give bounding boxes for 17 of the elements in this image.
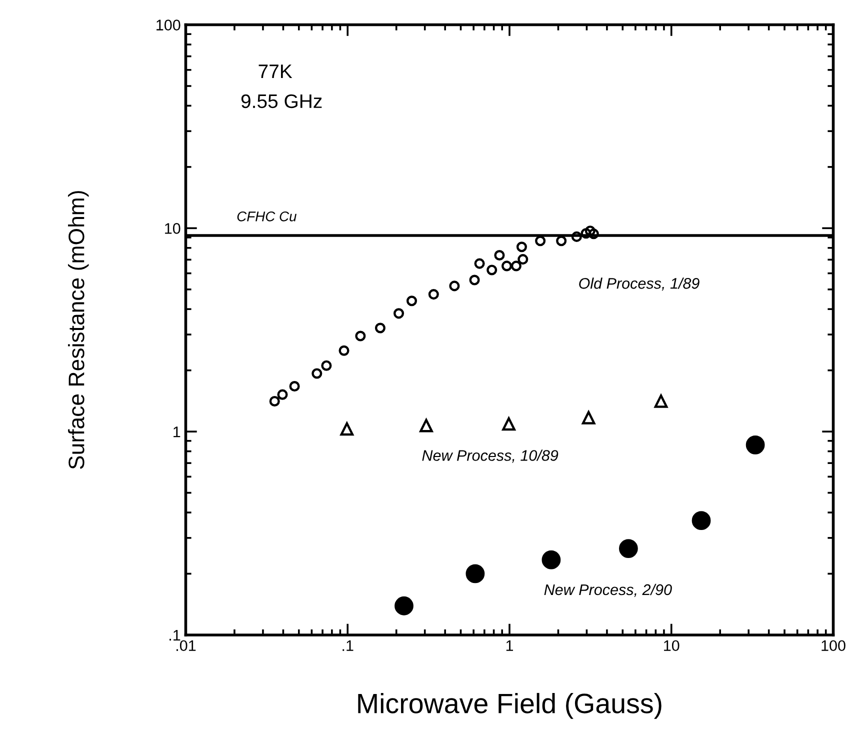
- x-tick-label: 10: [664, 640, 680, 652]
- x-tick-label: 1: [506, 640, 513, 651]
- annotation: 77K: [258, 64, 292, 78]
- x-axis-title: Microwave Field (Gauss): [358, 692, 662, 719]
- x-tick-label: .1: [342, 640, 354, 651]
- text: Old Process, 1/89: [579, 278, 700, 291]
- y-tick-label: 10: [165, 223, 180, 234]
- series-label: New Process, 2/90: [544, 584, 672, 597]
- y-tick-label: .1: [170, 630, 180, 640]
- ref-line-label: CFHC Cu: [237, 211, 296, 222]
- x-tick-label: 100: [822, 640, 846, 652]
- y-tick-label: 1: [174, 426, 180, 438]
- y-tick-label: 100: [156, 20, 180, 30]
- x-tick-label: .01: [176, 640, 196, 652]
- y-axis-title: Surface Resistance (mOhm): [68, 191, 89, 470]
- series-label: New Process, 10/89: [422, 450, 558, 463]
- annotation: 9.55 GHz: [241, 94, 322, 108]
